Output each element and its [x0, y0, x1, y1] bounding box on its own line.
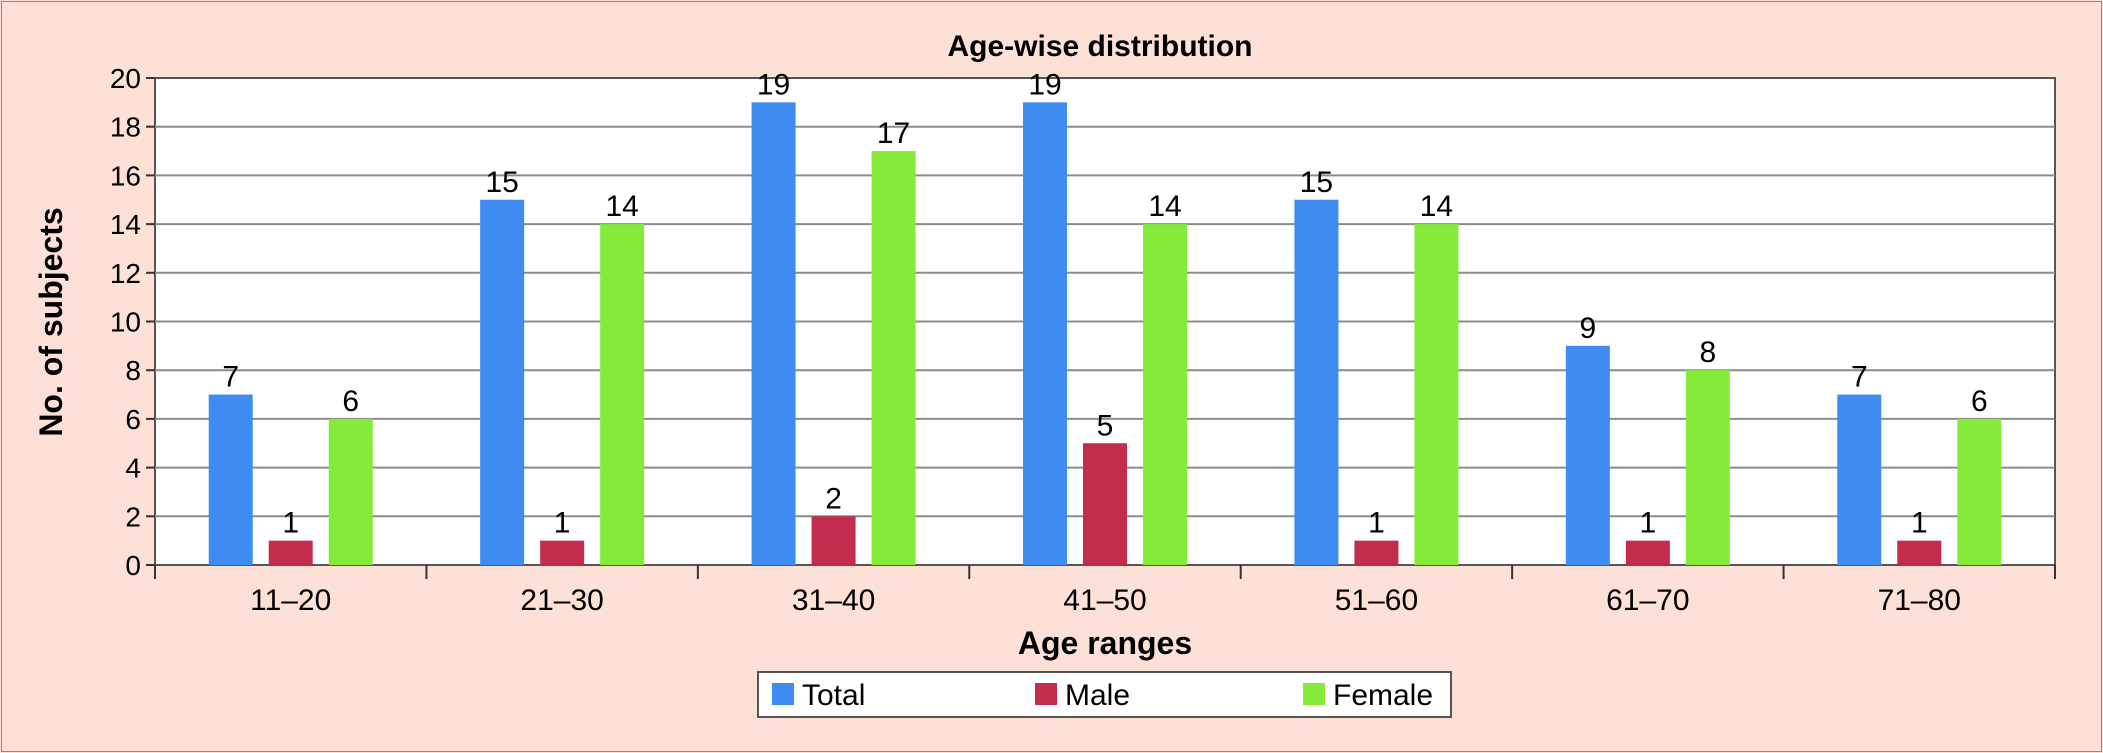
data-label: 5 — [1097, 409, 1114, 442]
legend: Total Male Female — [757, 671, 1452, 718]
y-tick-label: 12 — [110, 258, 141, 289]
bar-total-5 — [1565, 345, 1610, 565]
bar-female-2 — [871, 151, 916, 566]
x-axis: 11–20 21–30 31–40 41–50 51–60 61–70 71–80 — [154, 565, 2056, 617]
x-tick-label: 31–40 — [792, 584, 875, 617]
x-tick-label: 61–70 — [1606, 584, 1689, 617]
bar-total-0 — [208, 394, 253, 565]
bar-male-4 — [1354, 540, 1399, 565]
y-tick-label: 8 — [125, 355, 141, 386]
data-label: 1 — [282, 507, 299, 540]
bar-total-4 — [1294, 199, 1339, 565]
data-label: 19 — [1028, 68, 1061, 101]
y-axis: 0 2 4 6 8 10 12 14 16 18 20 — [110, 63, 155, 581]
bar-male-2 — [811, 516, 856, 565]
y-tick-label: 2 — [125, 501, 141, 532]
bar-total-3 — [1023, 102, 1067, 565]
data-label: 14 — [1148, 190, 1181, 223]
data-label: 6 — [1971, 385, 1988, 418]
y-tick-label: 18 — [110, 112, 141, 143]
bar-male-0 — [268, 540, 313, 565]
x-axis-label: Age ranges — [1018, 625, 1192, 661]
bar-female-5 — [1685, 370, 1730, 565]
data-label: 1 — [1911, 507, 1928, 540]
data-label: 14 — [605, 190, 638, 223]
bar-total-6 — [1837, 394, 1882, 565]
data-label: 2 — [825, 482, 842, 515]
y-tick-label: 0 — [125, 550, 141, 581]
data-label: 7 — [1851, 361, 1868, 394]
y-axis-label: No. of subjects — [33, 207, 69, 436]
y-tick-label: 10 — [110, 307, 141, 338]
legend-swatch-male — [1035, 683, 1057, 705]
bar-male-5 — [1625, 540, 1670, 565]
legend-box — [757, 671, 1452, 718]
data-label: 6 — [342, 385, 359, 418]
bar-female-4 — [1414, 224, 1459, 565]
x-tick-label: 51–60 — [1335, 584, 1418, 617]
data-label: 8 — [1700, 336, 1717, 369]
legend-label-male: Male — [1065, 679, 1130, 712]
data-label: 1 — [1640, 507, 1657, 540]
y-tick-label: 4 — [125, 453, 141, 484]
legend-label-female: Female — [1333, 679, 1433, 712]
data-label: 7 — [222, 361, 239, 394]
chart-title: Age-wise distribution — [947, 30, 1252, 63]
bar-male-6 — [1897, 540, 1942, 565]
data-label: 1 — [1368, 507, 1385, 540]
x-tick-label: 21–30 — [520, 584, 603, 617]
bar-total-2 — [751, 102, 796, 565]
bar-male-3 — [1083, 443, 1127, 565]
bar-female-3 — [1143, 224, 1187, 565]
legend-swatch-female — [1303, 683, 1325, 705]
data-label: 15 — [1300, 166, 1333, 199]
bar-female-6 — [1957, 418, 2002, 565]
bar-male-1 — [540, 540, 585, 565]
y-tick-label: 14 — [110, 209, 141, 240]
data-label: 14 — [1420, 190, 1453, 223]
data-label: 19 — [757, 68, 790, 101]
legend-swatch-total — [772, 683, 794, 705]
x-tick-label: 11–20 — [250, 584, 331, 617]
bar-female-1 — [600, 224, 645, 565]
y-tick-label: 6 — [125, 404, 141, 435]
legend-label-total: Total — [802, 679, 865, 712]
data-label: 17 — [877, 117, 910, 150]
data-label: 15 — [485, 166, 518, 199]
x-tick-label: 71–80 — [1878, 584, 1961, 617]
bar-total-1 — [480, 199, 525, 565]
bar-female-0 — [328, 418, 373, 565]
x-tick-label: 41–50 — [1063, 584, 1146, 617]
data-label: 1 — [554, 507, 571, 540]
y-tick-label: 16 — [110, 160, 141, 191]
data-label: 9 — [1580, 312, 1597, 345]
y-tick-label: 20 — [110, 63, 141, 94]
bars: 7 1 6 15 1 14 19 2 17 19 5 14 15 1 14 9 1 8 7 1 6 — [208, 68, 2002, 566]
